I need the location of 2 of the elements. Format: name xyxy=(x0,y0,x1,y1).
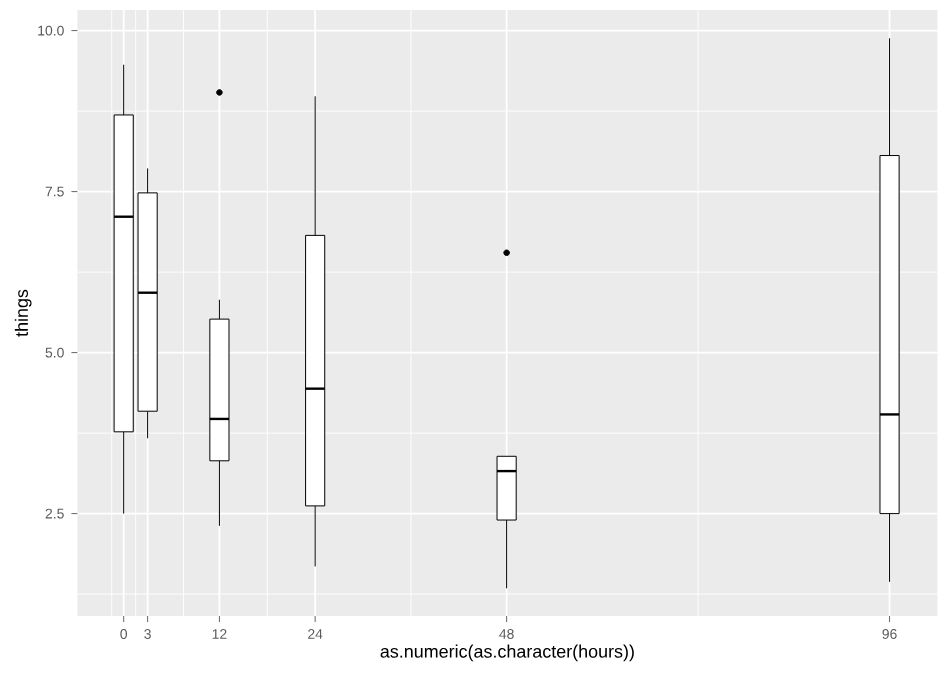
y-axis-title: things xyxy=(14,289,32,337)
x-axis-title: as.numeric(as.character(hours)) xyxy=(380,644,634,662)
